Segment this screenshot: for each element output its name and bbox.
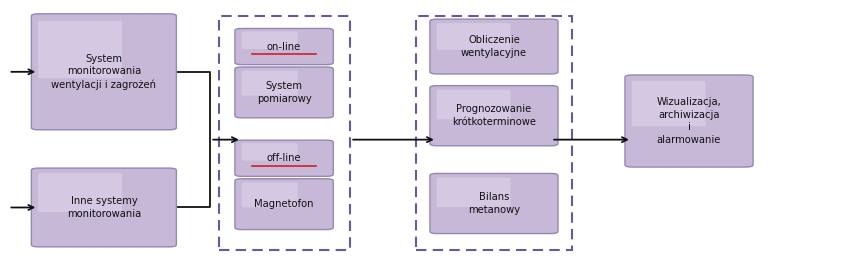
FancyBboxPatch shape xyxy=(235,140,333,176)
FancyBboxPatch shape xyxy=(625,75,753,167)
FancyBboxPatch shape xyxy=(38,21,122,78)
Text: on-line: on-line xyxy=(267,41,301,52)
FancyBboxPatch shape xyxy=(242,182,298,207)
Text: Prognozowanie
krótkoterminowe: Prognozowanie krótkoterminowe xyxy=(452,104,536,127)
FancyBboxPatch shape xyxy=(235,28,333,65)
Bar xyxy=(416,16,572,250)
FancyBboxPatch shape xyxy=(235,179,333,230)
Text: off-line: off-line xyxy=(267,153,301,163)
Text: Magnetofon: Magnetofon xyxy=(254,199,314,209)
Bar xyxy=(219,16,350,250)
FancyBboxPatch shape xyxy=(31,14,176,130)
FancyBboxPatch shape xyxy=(242,31,298,49)
FancyBboxPatch shape xyxy=(430,19,558,74)
Text: Wizualizacja,
archiwizacja
i
alarmowanie: Wizualizacja, archiwizacja i alarmowanie xyxy=(656,97,722,145)
Text: Obliczenie
wentylacyjne: Obliczenie wentylacyjne xyxy=(461,35,527,58)
Text: Bilans
metanowy: Bilans metanowy xyxy=(468,192,520,215)
Text: System
pomiarowy: System pomiarowy xyxy=(257,81,311,104)
FancyBboxPatch shape xyxy=(242,71,298,95)
FancyBboxPatch shape xyxy=(437,178,510,207)
FancyBboxPatch shape xyxy=(430,173,558,234)
FancyBboxPatch shape xyxy=(38,173,122,212)
FancyBboxPatch shape xyxy=(437,23,510,50)
FancyBboxPatch shape xyxy=(242,143,298,161)
FancyBboxPatch shape xyxy=(31,168,176,247)
FancyBboxPatch shape xyxy=(437,90,510,119)
FancyBboxPatch shape xyxy=(430,86,558,146)
FancyBboxPatch shape xyxy=(235,67,333,118)
Text: System
monitorowania
wentylacji i zagrożeń: System monitorowania wentylacji i zagroż… xyxy=(52,54,156,90)
FancyBboxPatch shape xyxy=(632,81,706,126)
Text: Inne systemy
monitorowania: Inne systemy monitorowania xyxy=(67,196,141,219)
